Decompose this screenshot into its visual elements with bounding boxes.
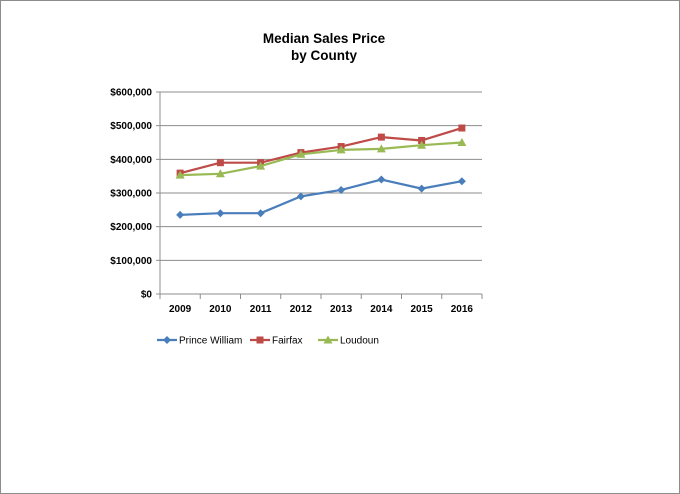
data-point-loudoun — [175, 170, 185, 179]
series-group — [175, 124, 467, 219]
legend-marker-fairfax — [256, 336, 264, 344]
y-tick-label: $400,000 — [110, 155, 152, 166]
data-point-loudoun — [336, 145, 346, 154]
data-point-fairfax — [216, 159, 224, 167]
data-point-prince-william — [256, 209, 265, 218]
data-point-prince-william — [296, 192, 305, 201]
data-point-loudoun — [417, 140, 427, 149]
x-tick-label: 2014 — [370, 304, 393, 315]
chart-title-line-1: Median Sales Price — [262, 31, 386, 46]
legend-marker-loudoun — [323, 335, 333, 344]
legend-item-fairfax: Fairfax — [250, 336, 303, 347]
y-tick-label: $300,000 — [110, 189, 152, 200]
x-tick-label: 2015 — [411, 304, 434, 315]
x-tick-label: 2009 — [169, 304, 192, 315]
data-point-fairfax — [377, 133, 385, 141]
x-tick-label: 2010 — [209, 304, 232, 315]
legend-item-prince-william: Prince William — [157, 336, 242, 347]
data-point-prince-william — [457, 177, 466, 186]
data-point-fairfax — [418, 136, 426, 144]
y-tick-label: $100,000 — [110, 256, 152, 267]
data-point-prince-william — [176, 210, 185, 219]
gridlines — [160, 91, 482, 261]
legend-marker-prince-william — [163, 336, 171, 344]
data-point-prince-william — [216, 209, 225, 218]
x-tick-label: 2013 — [330, 304, 353, 315]
data-point-prince-william — [337, 185, 346, 194]
series-line-loudoun — [180, 141, 462, 177]
series-loudoun — [175, 138, 467, 179]
legend: Prince William Fairfax Loudoun — [157, 335, 379, 347]
y-tick-label: $500,000 — [110, 121, 152, 132]
series-line-fairfax — [179, 126, 463, 175]
y-tick-label: $600,000 — [110, 88, 152, 99]
x-axis-ticks: 2009 2010 2011 2012 2013 2014 2015 2016 — [159, 294, 483, 315]
y-tick-label: $200,000 — [110, 222, 152, 233]
x-tick-label: 2011 — [250, 304, 272, 315]
data-point-loudoun — [376, 144, 386, 153]
legend-label-loudoun: Loudoun — [340, 336, 379, 347]
legend-label-prince-william: Prince William — [179, 336, 242, 347]
data-point-prince-william — [377, 175, 386, 184]
chart-title-line-2: by County — [291, 48, 357, 63]
y-tick-label: $0 — [141, 290, 153, 301]
y-axis-ticks: $0 $100,000 $200,000 $300,000 $400,000 $500,0… — [110, 88, 160, 301]
series-line-prince-william — [180, 178, 463, 216]
legend-item-loudoun: Loudoun — [318, 335, 379, 347]
series-fairfax — [176, 124, 466, 177]
x-tick-label: 2012 — [290, 304, 313, 315]
data-point-loudoun — [457, 138, 467, 146]
x-tick-label: 2016 — [451, 304, 474, 315]
data-point-loudoun — [215, 169, 225, 178]
data-point-loudoun — [296, 149, 306, 158]
data-point-fairfax — [458, 124, 466, 132]
legend-label-fairfax: Fairfax — [272, 336, 303, 347]
data-point-loudoun — [256, 161, 266, 170]
chart-title: Median Sales Price by County — [224, 30, 424, 64]
series-prince-william — [176, 175, 466, 219]
data-point-prince-william — [417, 184, 426, 193]
